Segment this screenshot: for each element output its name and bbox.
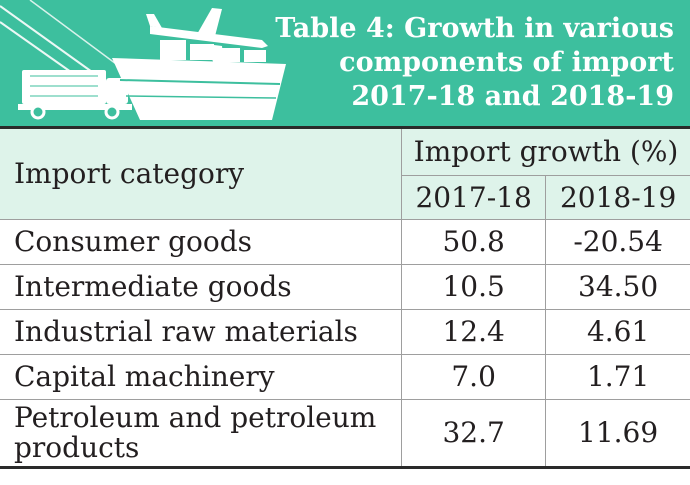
row-category: Consumer goods bbox=[14, 225, 253, 258]
header-row: Import category Import growth (%) bbox=[0, 127, 690, 220]
row-category: Intermediate goods bbox=[14, 270, 292, 303]
row-value-2018-19: 11.69 bbox=[545, 399, 690, 468]
column-header-import-growth: Import growth (%) bbox=[401, 127, 690, 176]
row-value-2018-19: 1.71 bbox=[545, 354, 690, 400]
column-header-2018-19: 2018-19 bbox=[545, 175, 690, 220]
row-value-2017-18: 10.5 bbox=[400, 264, 546, 310]
row-category: Industrial raw materials bbox=[14, 315, 358, 348]
header-years-row: 2017-18 2018-19 bbox=[0, 175, 690, 220]
row-category: Capital machinery bbox=[14, 360, 275, 393]
table-title: Table 4: Growth in various components of… bbox=[254, 12, 674, 114]
title-line: components of import bbox=[339, 47, 674, 78]
column-header-2017-18: 2017-18 bbox=[400, 175, 546, 220]
table-row: Consumer goods 50.8 -20.54 bbox=[0, 219, 690, 265]
column-header-category: Import category bbox=[0, 127, 402, 220]
row-value-2018-19: -20.54 bbox=[545, 219, 690, 265]
cargo-ship-icon bbox=[112, 40, 286, 120]
table-row: Capital machinery 7.0 1.71 bbox=[0, 354, 690, 400]
truck-icon bbox=[18, 70, 132, 120]
row-value-2018-19: 4.61 bbox=[545, 309, 690, 355]
title-line: 2017-18 and 2018-19 bbox=[351, 81, 674, 112]
table-row: Intermediate goods 10.5 34.50 bbox=[0, 264, 690, 310]
row-value-2017-18: 7.0 bbox=[400, 354, 546, 400]
table-row: Petroleum and petroleum products 32.7 11… bbox=[0, 399, 690, 468]
row-category: Petroleum and petroleum products bbox=[14, 401, 377, 464]
import-illustration bbox=[0, 0, 286, 120]
import-growth-table: Import category Import growth (%) 2017-1… bbox=[0, 126, 690, 469]
row-value-2017-18: 50.8 bbox=[400, 219, 546, 265]
row-value-2017-18: 32.7 bbox=[400, 399, 546, 468]
title-line: Table 4: Growth in various bbox=[275, 13, 674, 44]
table-row: Industrial raw materials 12.4 4.61 bbox=[0, 309, 690, 355]
row-value-2018-19: 34.50 bbox=[545, 264, 690, 310]
title-banner: Table 4: Growth in various components of… bbox=[0, 0, 690, 126]
row-value-2017-18: 12.4 bbox=[400, 309, 546, 355]
